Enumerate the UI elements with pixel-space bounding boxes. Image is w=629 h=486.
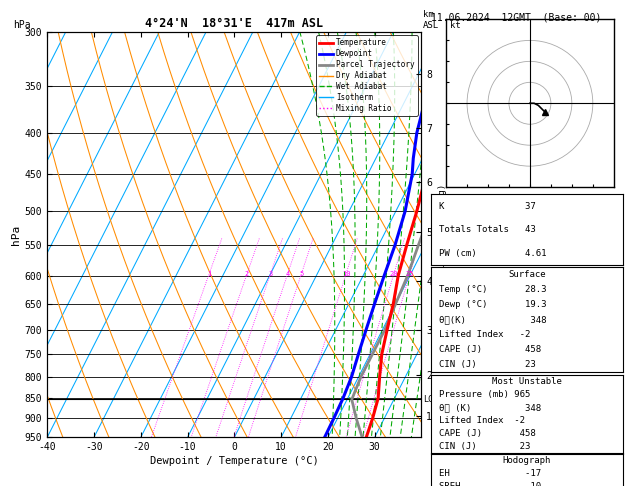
Text: hPa: hPa — [13, 19, 31, 30]
Text: 5: 5 — [299, 271, 304, 277]
Text: CIN (J)         23: CIN (J) 23 — [438, 360, 535, 369]
Text: Most Unstable: Most Unstable — [492, 377, 562, 386]
Text: Totals Totals   43: Totals Totals 43 — [438, 225, 535, 234]
Text: LCL: LCL — [423, 395, 438, 404]
Text: Lifted Index   -2: Lifted Index -2 — [438, 330, 530, 339]
Text: Lifted Index  -2: Lifted Index -2 — [438, 416, 525, 425]
Text: Temp (°C)       28.3: Temp (°C) 28.3 — [438, 285, 546, 294]
X-axis label: Dewpoint / Temperature (°C): Dewpoint / Temperature (°C) — [150, 456, 319, 467]
Legend: Temperature, Dewpoint, Parcel Trajectory, Dry Adiabat, Wet Adiabat, Isotherm, Mi: Temperature, Dewpoint, Parcel Trajectory… — [316, 35, 418, 116]
Text: kt: kt — [450, 21, 461, 30]
Text: Pressure (mb) 965: Pressure (mb) 965 — [438, 390, 530, 399]
Text: CAPE (J)       458: CAPE (J) 458 — [438, 429, 535, 438]
Text: CIN (J)        23: CIN (J) 23 — [438, 442, 530, 451]
Text: Surface: Surface — [508, 270, 545, 279]
Title: 4°24'N  18°31'E  417m ASL: 4°24'N 18°31'E 417m ASL — [145, 17, 323, 31]
Text: CAPE (J)        458: CAPE (J) 458 — [438, 345, 541, 354]
Y-axis label: Mixing Ratio (g/kg): Mixing Ratio (g/kg) — [438, 183, 447, 286]
Text: Dewp (°C)       19.3: Dewp (°C) 19.3 — [438, 300, 546, 309]
Text: θᴇ (K)          348: θᴇ (K) 348 — [438, 403, 541, 412]
Text: 2: 2 — [245, 271, 249, 277]
Text: SREH            -10: SREH -10 — [438, 482, 541, 486]
Text: 4: 4 — [286, 271, 290, 277]
Y-axis label: hPa: hPa — [11, 225, 21, 244]
Text: 1: 1 — [207, 271, 211, 277]
Text: EH              -17: EH -17 — [438, 469, 541, 478]
Text: 10: 10 — [342, 271, 350, 277]
Text: 3: 3 — [269, 271, 272, 277]
Text: θᴇ(K)            348: θᴇ(K) 348 — [438, 315, 546, 324]
Text: K               37: K 37 — [438, 202, 535, 210]
Text: Hodograph: Hodograph — [503, 456, 551, 465]
Text: 20: 20 — [389, 271, 398, 277]
Text: 25: 25 — [406, 271, 414, 277]
Text: km
ASL: km ASL — [423, 10, 440, 30]
Text: 11.06.2024  12GMT  (Base: 00): 11.06.2024 12GMT (Base: 00) — [431, 12, 601, 22]
Text: PW (cm)         4.61: PW (cm) 4.61 — [438, 249, 546, 258]
